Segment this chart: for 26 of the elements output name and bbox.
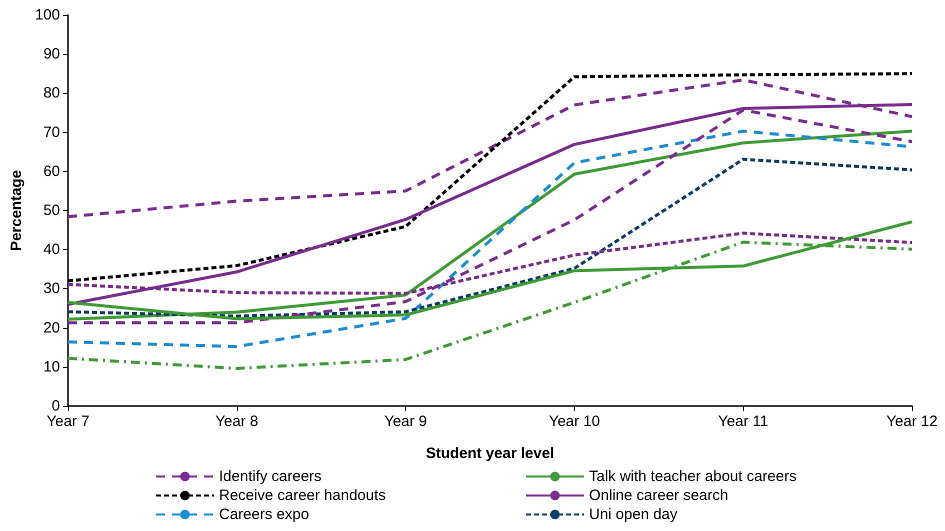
legend-label: Careers expo [219,506,310,523]
y-tick-label: 10 [43,358,60,376]
y-tick-label: 70 [43,124,60,141]
y-tick-label: 100 [34,6,60,24]
y-tick-label: 80 [43,84,60,102]
y-tick-label: 0 [52,398,60,414]
y-tick-label: 90 [43,46,60,63]
x-tick-label: Year 12 [886,413,938,430]
x-tick-label: Year 10 [548,413,600,430]
legend-label: Receive career handouts [219,487,386,504]
y-axis-title: Percentage [8,170,26,251]
legend-label: Uni open day [589,506,678,523]
legend-label: Identify careers [219,468,322,485]
x-tick-label: Year 11 [718,413,768,430]
y-tick-label: 50 [43,202,60,219]
legend-label: Talk with teacher about careers [589,468,797,485]
y-tick-label: 30 [43,280,60,298]
x-tick-label: Year 7 [46,413,90,430]
y-tick-label: 20 [43,319,60,336]
line-series [66,158,914,318]
y-tick-label: 40 [43,241,60,258]
x-tick-label: Year 8 [215,413,258,430]
y-tick-label: 60 [43,162,60,180]
x-axis-title: Student year level [426,445,554,462]
x-tick-label: Year 9 [384,413,428,430]
legend-label: Online career search [589,487,728,504]
